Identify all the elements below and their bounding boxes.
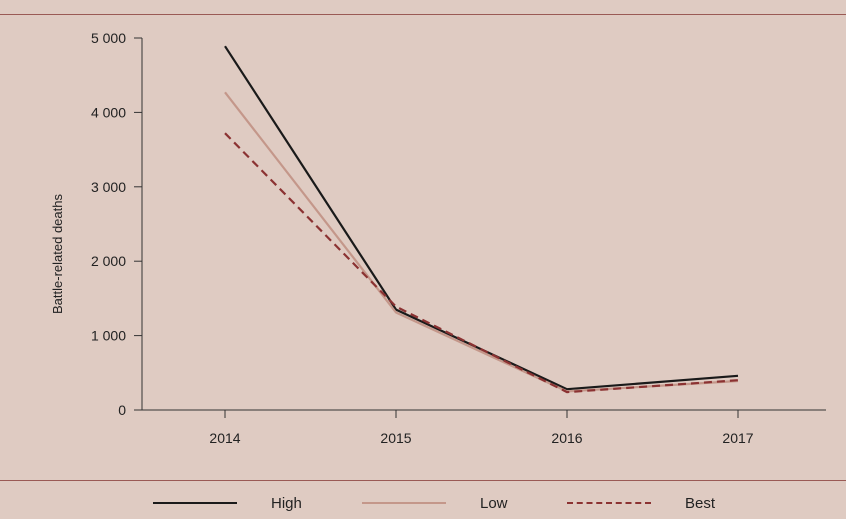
legend-item-low: Low [362,488,508,518]
x-tick-label: 2016 [551,430,582,446]
y-tick-label: 4 000 [91,104,126,120]
legend-label: High [271,494,302,512]
legend-swatch [567,502,651,504]
y-tick-label: 0 [118,402,126,418]
series-line-low [224,91,739,393]
y-axis-title: Battle-related deaths [50,194,65,314]
x-tick-label: 2015 [380,430,411,446]
top-rule [0,14,846,15]
y-tick-label: 2 000 [91,253,126,269]
legend: High Low Best [0,488,846,518]
series-line-best [224,132,739,394]
legend-swatch [153,502,237,504]
x-tick-label: 2017 [722,430,753,446]
y-tick-label: 1 000 [91,328,126,344]
legend-item-high: High [153,488,302,518]
series-line-high [224,45,739,391]
y-tick-label: 5 000 [91,30,126,46]
legend-label: Low [480,494,508,512]
line-chart: 0 1 000 2 000 3 000 4 000 5 000 2014 2015 2016 20… [50,30,826,446]
legend-divider [0,480,846,481]
legend-label: Best [685,494,716,512]
x-tick-label: 2014 [209,430,240,446]
legend-item-best: Best [567,488,715,518]
y-tick-label: 3 000 [91,179,126,195]
legend-swatch [362,502,446,504]
